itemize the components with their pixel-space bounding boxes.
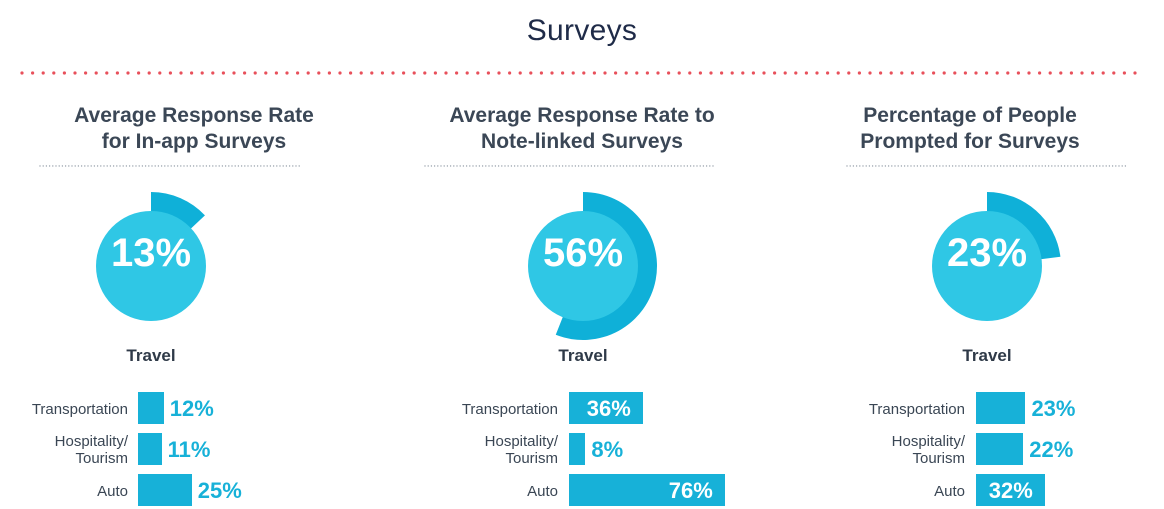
panel-title: Average Response Rate for In-app Surveys	[0, 103, 388, 155]
donut-value-label: 56%	[542, 231, 624, 275]
bar-value-label: 8%	[591, 437, 624, 462]
bar-category-label-line: Auto	[934, 482, 965, 500]
category-label: Travel	[962, 346, 1012, 365]
bar-category-label-line: Hospitality/	[891, 433, 965, 450]
bar	[569, 433, 586, 465]
panel-title: Percentage of People Prompted for Survey…	[776, 103, 1164, 155]
bar-category-label: Auto	[398, 483, 558, 500]
donut-center-circle	[932, 211, 1042, 321]
panel-title-line: Average Response Rate to	[449, 104, 715, 127]
bar-category-label-line: Auto	[97, 482, 128, 500]
gray-dotted-divider	[424, 165, 716, 167]
bar	[569, 392, 643, 424]
category-label: Travel	[126, 346, 176, 365]
bar-category-label-line: Tourism	[505, 450, 558, 467]
bar-category-label: Transportation	[805, 401, 965, 418]
bar-value-label: 25%	[197, 478, 242, 503]
donut-chart	[932, 192, 1061, 321]
gray-dotted-divider	[846, 165, 1128, 167]
panel-in-app-surveys: Average Response Rate for In-app Surveys…	[0, 0, 388, 509]
donut-value-label: 13%	[110, 231, 192, 275]
donut-chart	[528, 192, 657, 340]
bar-category-label-line: Tourism	[912, 450, 965, 467]
bar-value-label: 76%	[668, 478, 713, 503]
bar	[569, 474, 725, 506]
bar	[138, 474, 192, 506]
donut-center-circle	[528, 211, 638, 321]
panel-title-line: Note-linked Surveys	[481, 130, 683, 153]
bar	[976, 392, 1026, 424]
bar-value-label: 36%	[586, 396, 631, 421]
page-title: Surveys	[526, 14, 638, 47]
panel-note-linked-surveys: Average Response Rate to Note-linked Sur…	[388, 0, 776, 509]
bar-value-label: 12%	[169, 396, 214, 421]
red-dotted-divider	[20, 71, 1144, 75]
bar-category-label: Hospitality/Tourism	[0, 433, 128, 467]
bar	[138, 433, 162, 465]
donut-center-circle	[96, 211, 206, 321]
bar-category-label-line: Transportation	[868, 400, 965, 418]
bar	[976, 433, 1024, 465]
donut-chart	[96, 192, 206, 321]
bar-value-label: 23%	[1031, 396, 1076, 421]
panel-title-line: for In-app Surveys	[101, 130, 287, 153]
gray-dotted-divider	[39, 165, 301, 167]
bar-category-label-line: Transportation	[31, 400, 128, 418]
bar-category-label: Transportation	[398, 401, 558, 418]
donut-value-label: 23%	[946, 231, 1028, 275]
category-label: Travel	[558, 346, 608, 365]
bar-category-label-line: Auto	[527, 482, 558, 500]
bar-value-label: 22%	[1029, 437, 1074, 462]
bar-category-label: Hospitality/Tourism	[805, 433, 965, 467]
bar-category-label-line: Tourism	[75, 450, 128, 467]
panel-people-prompted: Percentage of People Prompted for Survey…	[776, 0, 1164, 509]
bar-value-label: 11%	[167, 437, 211, 462]
bar-category-label: Auto	[0, 483, 128, 500]
bar	[138, 392, 164, 424]
panel-title-line: Average Response Rate	[74, 104, 314, 127]
bar-category-label-line: Hospitality/	[484, 433, 558, 450]
panel-title-line: Prompted for Surveys	[860, 130, 1080, 153]
bar-category-label-line: Hospitality/	[54, 433, 128, 450]
bar-category-label-line: Transportation	[461, 400, 558, 418]
bar-category-label: Transportation	[0, 401, 128, 418]
bar	[976, 474, 1045, 506]
panel-title: Average Response Rate to Note-linked Sur…	[388, 103, 776, 155]
bar-value-label: 32%	[988, 478, 1033, 503]
bar-category-label: Hospitality/Tourism	[398, 433, 558, 467]
bar-category-label: Auto	[805, 483, 965, 500]
panel-title-line: Percentage of People	[863, 104, 1077, 127]
